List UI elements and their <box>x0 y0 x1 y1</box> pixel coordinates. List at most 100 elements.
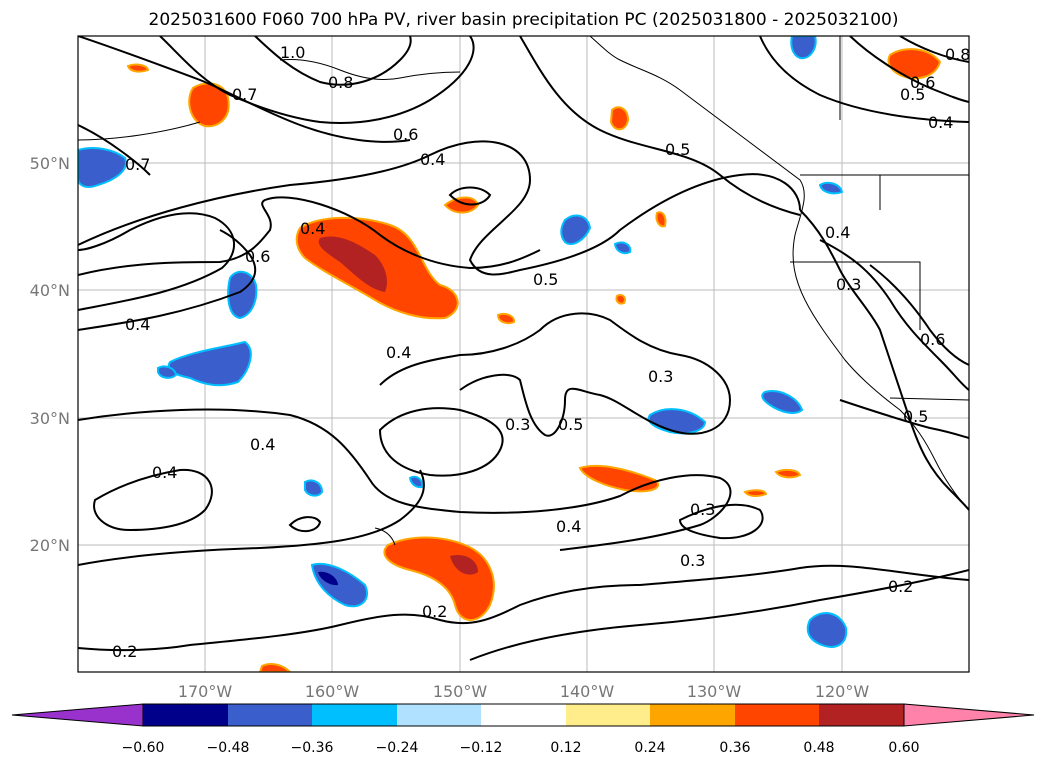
latitude-labels: 50°N 40°N 30°N 20°N <box>30 154 70 555</box>
precip-blob <box>578 464 660 493</box>
precip-blob <box>761 390 804 414</box>
pv-contour <box>288 516 322 533</box>
contour-label: 0.6 <box>910 73 935 92</box>
map-title: 2025031600 F060 700 hPa PV, river basin … <box>148 10 899 30</box>
pv-contour <box>519 36 801 216</box>
lat-label: 50°N <box>30 154 70 173</box>
colorbar-cell <box>228 704 312 726</box>
pv-contour-labels: 1.0 0.8 0.7 0.7 0.6 0.4 0.5 0.4 0.6 0.4 … <box>112 43 970 661</box>
contour-label: 0.4 <box>386 343 411 362</box>
contour-label: 0.3 <box>690 500 715 519</box>
precip-blob <box>560 214 592 246</box>
contour-label: 0.6 <box>245 247 270 266</box>
lon-label: 150°W <box>433 682 488 701</box>
precip-blob <box>318 236 387 292</box>
contour-label: 0.5 <box>665 140 690 159</box>
contour-label: 0.3 <box>836 275 861 294</box>
precip-blob <box>188 82 230 128</box>
contour-label: 0.5 <box>900 85 925 104</box>
contour-label: 0.6 <box>920 330 945 349</box>
pv-contour <box>639 564 969 586</box>
colorbar-tick-label: 0.48 <box>803 740 834 756</box>
pv-contour <box>849 36 969 103</box>
precip-blob <box>818 181 844 195</box>
pv-contour <box>254 36 412 86</box>
pv-contour <box>379 312 732 437</box>
contour-label: 0.2 <box>112 642 137 661</box>
colorbar-cell <box>481 704 566 726</box>
contour-label: 0.5 <box>533 270 558 289</box>
colorbar-cell <box>397 704 481 726</box>
pv-contour <box>678 503 764 540</box>
contour-label: 0.4 <box>420 150 445 169</box>
coastline-hawaii <box>374 527 396 546</box>
contour-label: 0.8 <box>328 73 353 92</box>
pv-contour <box>78 469 425 566</box>
contour-label: 1.0 <box>280 43 305 62</box>
colorbar-extend-high <box>903 703 1035 727</box>
contour-label: 0.8 <box>945 45 970 64</box>
colorbar-tick-label: −0.60 <box>122 740 165 756</box>
contour-label: 0.4 <box>300 219 325 238</box>
pv-contour <box>448 186 492 206</box>
colorbar-cell <box>566 704 650 726</box>
pv-contour <box>78 229 257 331</box>
pv-contour <box>78 124 151 176</box>
lat-label: 30°N <box>30 409 70 428</box>
colorbar-tick-label: −0.24 <box>376 740 419 756</box>
contour-label: 0.7 <box>125 155 150 174</box>
pv-contour <box>93 468 213 532</box>
colorbar-tick-label: 0.24 <box>634 740 665 756</box>
contour-label: 0.4 <box>825 223 850 242</box>
border-states <box>790 36 921 330</box>
pv-contour <box>799 209 969 511</box>
pv-contour <box>469 569 969 661</box>
contour-label: 0.6 <box>393 125 418 144</box>
contour-label: 0.4 <box>556 517 581 536</box>
colorbar: −0.60 −0.48 −0.36 −0.24 −0.12 0.12 0.24 … <box>11 703 1035 756</box>
precip-blob <box>615 293 626 305</box>
map-plot-area: 1.0 0.8 0.7 0.7 0.6 0.4 0.5 0.4 0.6 0.4 … <box>77 35 970 673</box>
lon-label: 120°W <box>815 682 870 701</box>
colorbar-cell <box>819 704 904 726</box>
precip-blob <box>318 571 338 586</box>
contour-label: 0.4 <box>250 435 275 454</box>
colorbar-tick-label: 0.36 <box>719 740 750 756</box>
contour-label: 0.3 <box>680 551 705 570</box>
precip-blob <box>126 63 150 73</box>
colorbar-cell <box>312 704 397 726</box>
colorbar-tick-label: 0.60 <box>888 740 919 756</box>
precip-blob <box>774 468 802 479</box>
pv-contour <box>899 36 969 63</box>
pv-contour <box>839 399 969 439</box>
pv-contour <box>78 140 801 276</box>
pv-contour <box>378 407 504 477</box>
colorbar-frame <box>142 703 905 727</box>
precip-blob <box>443 196 480 214</box>
contour-label: 0.2 <box>888 577 913 596</box>
precip-blob <box>743 489 768 498</box>
contour-label: 0.4 <box>152 463 177 482</box>
coastline-aleutians <box>78 121 201 141</box>
precip-blob <box>304 479 324 497</box>
coastline-north-america <box>589 36 969 511</box>
lon-label: 160°W <box>305 682 360 701</box>
pv-contour <box>869 264 969 366</box>
pv-contour <box>78 212 236 311</box>
contour-label: 0.7 <box>232 85 257 104</box>
precip-blob <box>157 365 178 379</box>
contour-label: 0.3 <box>505 415 530 434</box>
contour-label: 0.4 <box>928 113 953 132</box>
precip-blob <box>258 663 292 672</box>
colorbar-tick-label: −0.48 <box>207 740 250 756</box>
precip-blob <box>609 106 630 131</box>
pv-contour <box>78 196 541 276</box>
colorbar-tick-labels: −0.60 −0.48 −0.36 −0.24 −0.12 0.12 0.24 … <box>122 740 920 756</box>
lon-label: 140°W <box>560 682 615 701</box>
precip-blob <box>806 612 848 648</box>
precip-blob <box>408 475 424 489</box>
colorbar-tick-label: 0.12 <box>550 740 581 756</box>
pv-contour <box>159 36 475 125</box>
lon-label: 130°W <box>687 682 742 701</box>
precip-blob <box>790 36 817 60</box>
